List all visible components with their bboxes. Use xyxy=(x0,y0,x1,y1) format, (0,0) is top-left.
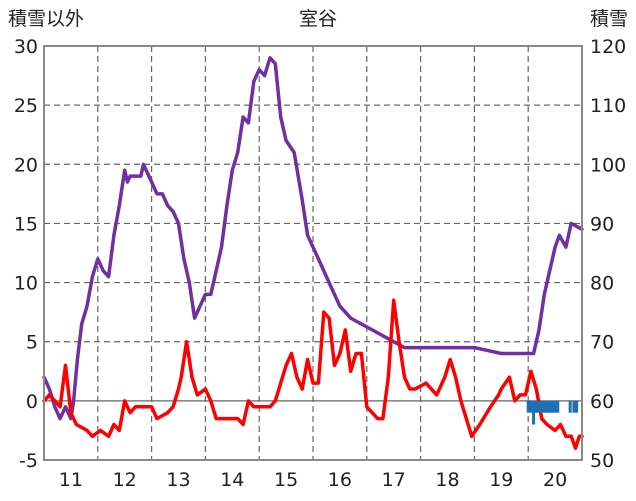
x-tick-label: 13 xyxy=(166,469,190,491)
y-tick-label-left: 10 xyxy=(14,273,38,295)
snow-bar xyxy=(545,400,549,413)
x-tick-label: 18 xyxy=(435,469,459,491)
x-tick-label: 15 xyxy=(274,469,298,491)
snow-bar xyxy=(529,400,533,413)
left-axis-label: 積雪以外 xyxy=(8,8,84,30)
right-axis-label: 積雪 xyxy=(590,8,628,30)
x-tick-label: 12 xyxy=(113,469,137,491)
snow-bar xyxy=(532,400,536,425)
x-tick-label: 14 xyxy=(220,469,244,491)
snow-bar xyxy=(553,400,557,413)
y-tick-label-right: 50 xyxy=(590,450,614,472)
y-tick-label-left: 15 xyxy=(14,213,38,235)
y-tick-label-right: 100 xyxy=(590,154,626,176)
series-layer xyxy=(42,56,584,450)
snow-bar xyxy=(534,400,538,413)
y-tick-label-left: 20 xyxy=(14,154,38,176)
y-tick-label-left: 30 xyxy=(14,36,38,58)
x-tick-label: 20 xyxy=(543,469,567,491)
snow-bar xyxy=(556,400,560,413)
y-tick-label-right: 70 xyxy=(590,332,614,354)
snow-bar xyxy=(526,400,530,413)
snow-bar xyxy=(540,400,544,413)
y-tick-label-right: 110 xyxy=(590,95,626,117)
plot-frame xyxy=(43,45,583,461)
y-tick-label-left: -5 xyxy=(19,450,38,472)
y-tick-label-right: 90 xyxy=(590,213,614,235)
x-tick-label: 11 xyxy=(59,469,83,491)
y-tick-label-left: 25 xyxy=(14,95,38,117)
purple-series-line xyxy=(42,56,584,421)
x-tick-label: 16 xyxy=(328,469,352,491)
x-tick-label: 17 xyxy=(382,469,406,491)
x-tick-label: 19 xyxy=(489,469,513,491)
grid-lines xyxy=(44,46,582,460)
snow-bar xyxy=(537,400,541,413)
snow-bar xyxy=(575,400,579,413)
y-tick-label-right: 120 xyxy=(590,36,626,58)
y-tick-label-right: 60 xyxy=(590,391,614,413)
snow-bar xyxy=(572,400,576,413)
chart-title: 室谷 xyxy=(299,8,337,30)
snow-bar xyxy=(550,400,554,413)
red-series-line xyxy=(42,298,584,450)
snow-bar xyxy=(542,400,546,413)
snow-bar xyxy=(568,400,572,413)
y-tick-label-left: 0 xyxy=(26,391,38,413)
y-tick-label-left: 5 xyxy=(26,332,38,354)
snow-bar xyxy=(548,400,552,413)
y-tick-label-right: 80 xyxy=(590,273,614,295)
